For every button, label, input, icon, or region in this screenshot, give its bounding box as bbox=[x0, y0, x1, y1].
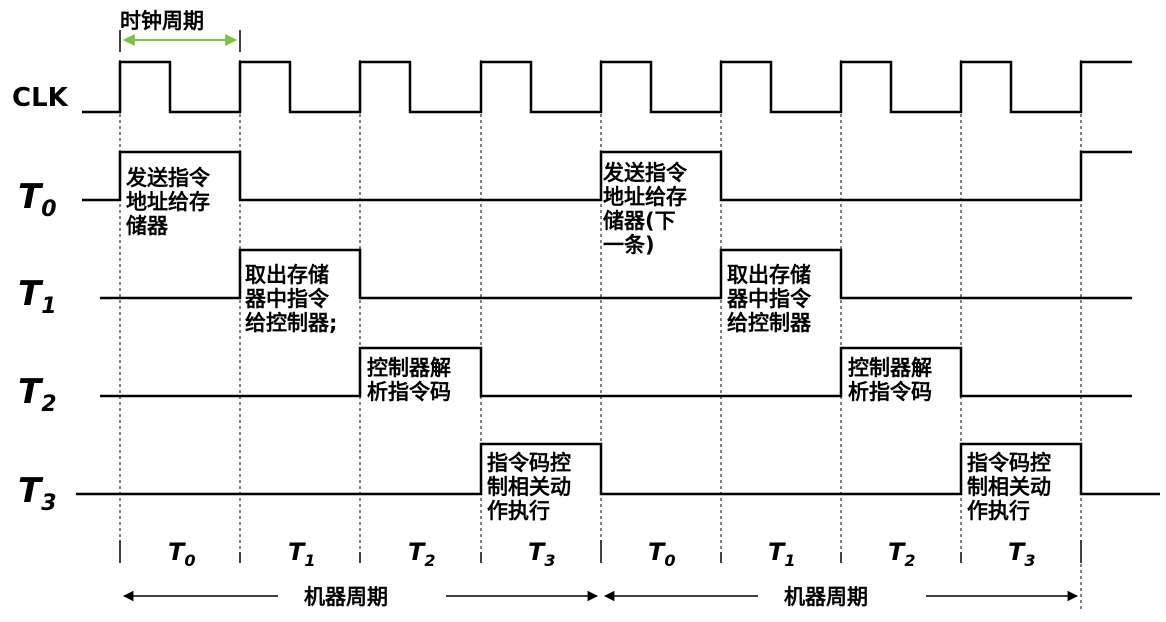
svg-text:储器: 储器 bbox=[126, 214, 169, 238]
machine-cycle-label-2: 机器周期 bbox=[784, 585, 868, 609]
phase-label-3: T3 bbox=[528, 538, 556, 570]
svg-text:给控制器: 给控制器 bbox=[727, 311, 812, 335]
machine-cycle-annotation: 机器周期 机器周期 bbox=[122, 585, 1079, 609]
svg-text:制相关动: 制相关动 bbox=[487, 475, 571, 499]
pulse-text-t1-second: 取出存储 器中指令 给控制器 bbox=[726, 263, 812, 335]
svg-text:取出存储: 取出存储 bbox=[245, 263, 329, 287]
pulse-text-t1-first: 取出存储 器中指令 给控制器; bbox=[244, 263, 337, 335]
pulse-text-t3-second: 指令码控 制相关动 作执行 bbox=[967, 451, 1051, 523]
svg-text:发送指令: 发送指令 bbox=[602, 161, 688, 185]
t3-label: T3 bbox=[18, 471, 57, 516]
pulse-text-t2-second: 控制器解 析指令码 bbox=[848, 356, 932, 404]
pulse-text-t3-first: 指令码控 制相关动 作执行 bbox=[487, 451, 571, 523]
machine-cycle-label-1: 机器周期 bbox=[304, 585, 388, 609]
pulse-text-t2-first: 控制器解 析指令码 bbox=[367, 356, 451, 404]
svg-text:指令码控: 指令码控 bbox=[487, 451, 571, 475]
svg-text:控制器解: 控制器解 bbox=[367, 356, 451, 380]
clk-label: CLK bbox=[12, 83, 69, 113]
t2-label: T2 bbox=[18, 372, 57, 417]
phase-label-2: T2 bbox=[408, 538, 436, 570]
svg-text:控制器解: 控制器解 bbox=[848, 356, 932, 380]
t2-waveform bbox=[100, 346, 1132, 398]
svg-text:一条): 一条) bbox=[603, 233, 655, 257]
svg-text:制相关动: 制相关动 bbox=[967, 475, 1051, 499]
svg-text:发送指令: 发送指令 bbox=[125, 166, 211, 190]
svg-text:析指令码: 析指令码 bbox=[848, 380, 932, 404]
pulse-text-t0-second: 发送指令 地址给存 储器(下 一条) bbox=[602, 161, 688, 257]
svg-text:器中指令: 器中指令 bbox=[726, 287, 812, 311]
t3-waveform bbox=[76, 442, 1160, 496]
svg-text:作执行: 作执行 bbox=[487, 499, 550, 523]
t0-waveform bbox=[82, 150, 1132, 202]
clock-period-label: 时钟周期 bbox=[120, 9, 204, 33]
guide-lines bbox=[119, 60, 1082, 610]
svg-text:作执行: 作执行 bbox=[967, 499, 1030, 523]
svg-text:给控制器;: 给控制器; bbox=[245, 311, 337, 335]
phase-label-7: T3 bbox=[1008, 538, 1036, 570]
signal-labels: CLK T0 T1 T2 T3 bbox=[12, 83, 69, 516]
pulse-text-t0-first: 发送指令 地址给存 储器 bbox=[125, 166, 211, 238]
svg-text:地址给存: 地址给存 bbox=[603, 185, 687, 209]
phase-ruler: T0 T1 T2 T3 T0 T1 T2 T3 bbox=[119, 538, 1082, 570]
phase-label-5: T1 bbox=[768, 538, 796, 570]
clock-period-annotation: 时钟周期 bbox=[119, 9, 241, 52]
phase-label-0: T0 bbox=[168, 538, 196, 570]
svg-text:地址给存: 地址给存 bbox=[126, 190, 210, 214]
phase-label-1: T1 bbox=[288, 538, 316, 570]
phase-label-6: T2 bbox=[888, 538, 916, 570]
svg-text:储器(下: 储器(下 bbox=[603, 209, 676, 233]
phase-label-4: T0 bbox=[648, 538, 676, 570]
t1-label: T1 bbox=[18, 274, 57, 319]
svg-text:器中指令: 器中指令 bbox=[244, 287, 330, 311]
t1-waveform bbox=[100, 248, 1132, 300]
svg-text:指令码控: 指令码控 bbox=[967, 451, 1051, 475]
svg-text:取出存储: 取出存储 bbox=[727, 263, 811, 287]
svg-text:析指令码: 析指令码 bbox=[367, 380, 451, 404]
t0-label: T0 bbox=[18, 177, 57, 222]
clk-waveform bbox=[82, 60, 1132, 114]
